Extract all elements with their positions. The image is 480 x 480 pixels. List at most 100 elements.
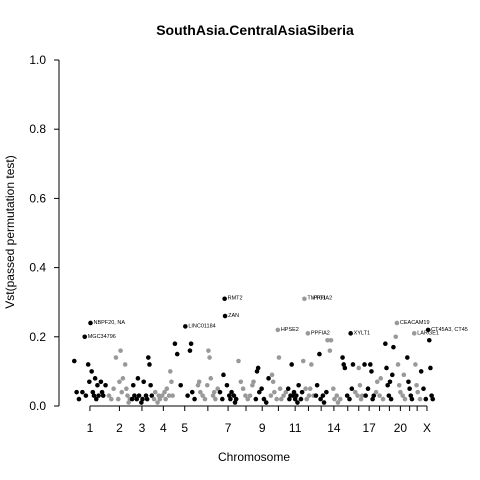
data-point — [369, 369, 374, 374]
data-point — [139, 400, 144, 405]
data-point — [113, 355, 119, 360]
data-point — [417, 396, 423, 402]
data-point — [147, 362, 152, 367]
gene-annotations: NBPF20, NA MGC34796 LINC01184 RMT2 ZAN HPSE2 T… — [88, 296, 468, 340]
data-point — [87, 379, 92, 385]
data-point — [314, 382, 320, 388]
data-point — [109, 396, 114, 402]
x-tick-label: X — [423, 421, 431, 435]
data-point — [350, 362, 356, 367]
data-point — [415, 389, 421, 395]
data-point — [359, 393, 365, 398]
data-point — [144, 396, 150, 402]
data-point — [340, 355, 345, 360]
data-point — [243, 393, 248, 398]
data-point — [283, 389, 289, 395]
data-point — [135, 376, 141, 381]
data-point — [401, 372, 407, 378]
data-point — [291, 389, 297, 395]
data-point — [120, 376, 126, 381]
data-point — [170, 393, 175, 398]
data-point — [195, 382, 201, 388]
data-point — [266, 376, 271, 381]
data-point — [236, 358, 241, 364]
data-point — [103, 382, 108, 388]
data-point — [275, 327, 281, 333]
data-point — [222, 296, 227, 302]
data-point — [152, 389, 158, 395]
data-point — [83, 393, 89, 398]
data-point — [155, 400, 160, 405]
data-point — [100, 393, 106, 398]
data-point — [356, 365, 362, 371]
data-point — [362, 362, 367, 367]
data-point — [80, 389, 85, 395]
x-tick-label: 4 — [160, 421, 167, 435]
data-point — [130, 382, 136, 388]
data-point — [277, 386, 283, 392]
data-point — [96, 393, 101, 398]
data-point — [302, 296, 307, 302]
data-point — [396, 382, 402, 388]
data-point — [268, 393, 274, 398]
data-point — [347, 396, 352, 402]
data-point — [134, 396, 140, 402]
gene-label: LINC01184 — [188, 323, 215, 329]
data-point — [259, 386, 264, 392]
data-point — [166, 393, 172, 398]
data-point — [307, 386, 313, 392]
data-point — [335, 400, 341, 405]
gene-label: CT45A3, CT45 — [431, 327, 468, 333]
data-point — [272, 389, 277, 395]
gene-label: XYLT1 — [354, 330, 370, 336]
data-point — [106, 393, 112, 398]
data-point — [164, 386, 170, 392]
data-point — [342, 365, 348, 371]
data-point — [207, 355, 212, 360]
data-point — [118, 348, 123, 353]
data-point — [136, 393, 142, 398]
x-tick-label: 1 — [87, 421, 94, 435]
data-point — [337, 396, 343, 402]
data-point — [378, 376, 384, 381]
data-point — [405, 355, 410, 360]
data-point — [394, 320, 400, 326]
data-point — [384, 365, 389, 371]
data-point — [395, 362, 401, 367]
data-point — [129, 396, 135, 402]
data-point — [373, 389, 379, 395]
data-point — [300, 358, 306, 364]
data-point — [406, 379, 411, 385]
gene-label: ZAN — [228, 313, 239, 319]
data-point — [178, 382, 183, 388]
data-point — [299, 389, 305, 395]
y-tick-label: 0.8 — [29, 122, 46, 136]
data-point — [289, 362, 294, 367]
data-point — [430, 396, 436, 402]
data-point — [122, 362, 128, 367]
data-point — [82, 334, 88, 340]
data-point — [124, 386, 129, 392]
data-point — [393, 334, 399, 340]
data-point — [306, 393, 312, 398]
data-point — [141, 379, 146, 385]
data-point — [76, 396, 82, 402]
data-point — [426, 337, 432, 343]
data-point — [348, 331, 353, 336]
data-point — [400, 393, 405, 398]
data-point — [365, 386, 371, 392]
data-point — [238, 379, 244, 385]
data-point — [140, 396, 145, 402]
data-point — [162, 389, 167, 395]
data-point — [428, 365, 433, 371]
data-point — [269, 372, 275, 378]
data-point — [222, 313, 228, 319]
data-point — [374, 379, 380, 385]
data-point — [429, 393, 434, 398]
data-point — [221, 372, 226, 378]
data-point — [295, 400, 300, 405]
data-point — [274, 396, 279, 402]
data-point — [247, 393, 253, 398]
data-point — [294, 393, 299, 398]
data-point — [151, 396, 157, 402]
